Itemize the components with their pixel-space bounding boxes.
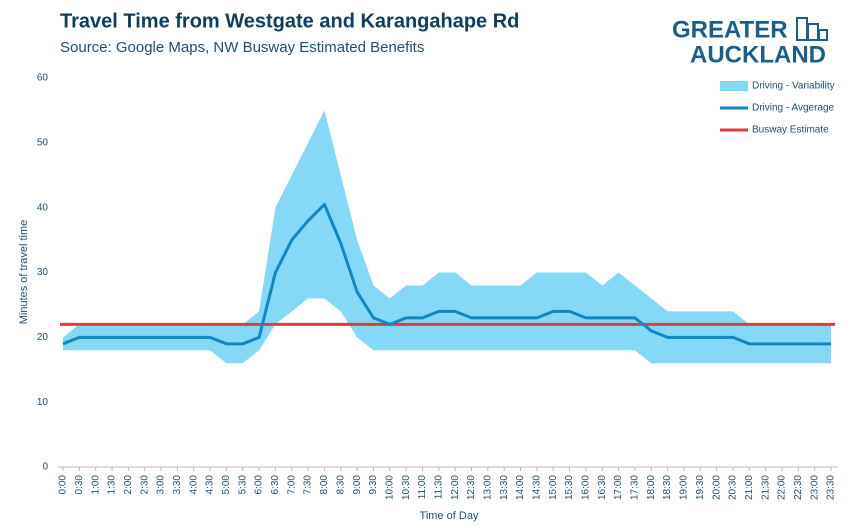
x-tick-label: 0:30 xyxy=(74,475,85,495)
y-axis-label: Minutes of travel time xyxy=(18,220,30,325)
x-tick-label: 15:00 xyxy=(548,475,559,500)
x-tick-label: 5:00 xyxy=(221,475,232,495)
x-tick-label: 2:00 xyxy=(123,475,134,495)
x-tick-label: 8:00 xyxy=(319,475,330,495)
y-tick-label: 60 xyxy=(37,73,49,84)
x-tick-label: 19:30 xyxy=(695,475,706,500)
x-tick-label: 17:30 xyxy=(630,475,641,500)
x-tick-label: 11:00 xyxy=(417,475,428,500)
x-tick-label: 18:30 xyxy=(662,475,673,500)
x-tick-label: 9:30 xyxy=(368,475,379,495)
x-tick-label: 4:30 xyxy=(205,475,216,495)
x-tick-label: 15:30 xyxy=(564,475,575,500)
x-tick-label: 16:00 xyxy=(581,475,592,500)
x-tick-label: 7:00 xyxy=(286,475,297,495)
legend-label: Driving - Avgerage xyxy=(752,103,835,114)
legend-label: Busway Estimate xyxy=(752,125,829,136)
x-tick-label: 21:30 xyxy=(760,475,771,500)
x-tick-label: 7:30 xyxy=(303,475,314,495)
y-tick-label: 30 xyxy=(37,267,49,278)
x-tick-label: 12:00 xyxy=(450,475,461,500)
chart-subtitle: Source: Google Maps, NW Busway Estimated… xyxy=(60,39,424,56)
x-tick-label: 8:30 xyxy=(335,475,346,495)
y-tick-label: 40 xyxy=(37,202,49,213)
x-tick-label: 3:30 xyxy=(172,475,183,495)
x-tick-label: 3:00 xyxy=(156,475,167,495)
x-tick-label: 14:30 xyxy=(532,475,543,500)
x-tick-label: 14:00 xyxy=(515,475,526,500)
x-tick-label: 1:30 xyxy=(107,475,118,495)
x-tick-label: 12:30 xyxy=(466,475,477,500)
x-tick-label: 6:00 xyxy=(254,475,265,495)
x-tick-label: 16:30 xyxy=(597,475,608,500)
logo-text: AUCKLAND xyxy=(690,41,826,68)
logo-icon xyxy=(796,17,828,41)
x-tick-label: 20:00 xyxy=(711,475,722,500)
chart-title: Travel Time from Westgate and Karangahap… xyxy=(60,10,519,32)
x-tick-label: 11:30 xyxy=(433,475,444,500)
average-line xyxy=(62,202,831,346)
x-tick-label: 17:00 xyxy=(613,475,624,500)
x-tick-label: 10:00 xyxy=(384,475,395,500)
x-tick-label: 21:00 xyxy=(744,475,755,500)
x-tick-label: 4:00 xyxy=(188,475,199,495)
x-tick-label: 13:00 xyxy=(482,475,493,500)
x-tick-label: 19:00 xyxy=(679,475,690,500)
x-axis-label: Time of Day xyxy=(420,510,479,522)
x-tick-label: 23:30 xyxy=(826,475,837,500)
x-tick-label: 20:30 xyxy=(728,475,739,500)
x-tick-label: 13:30 xyxy=(499,475,510,500)
x-tick-label: 5:30 xyxy=(237,475,248,495)
variability-band xyxy=(63,110,831,364)
x-tick-label: 2:30 xyxy=(139,475,150,495)
x-tick-label: 22:30 xyxy=(793,475,804,500)
y-tick-label: 0 xyxy=(42,462,48,473)
x-tick-label: 6:30 xyxy=(270,475,281,495)
x-tick-label: 1:00 xyxy=(90,475,101,495)
legend-label: Driving - Variability xyxy=(752,81,835,92)
x-tick-label: 10:30 xyxy=(401,475,412,500)
y-tick-label: 10 xyxy=(37,397,49,408)
x-tick-label: 23:00 xyxy=(809,475,820,500)
x-tick-label: 0:00 xyxy=(58,475,69,495)
x-tick-label: 22:00 xyxy=(777,475,788,500)
y-tick-label: 20 xyxy=(37,332,49,343)
y-tick-label: 50 xyxy=(37,137,49,148)
x-tick-label: 18:00 xyxy=(646,475,657,500)
logo-text: GREATER xyxy=(672,16,788,43)
legend-swatch xyxy=(720,81,748,91)
x-tick-label: 9:00 xyxy=(352,475,363,495)
